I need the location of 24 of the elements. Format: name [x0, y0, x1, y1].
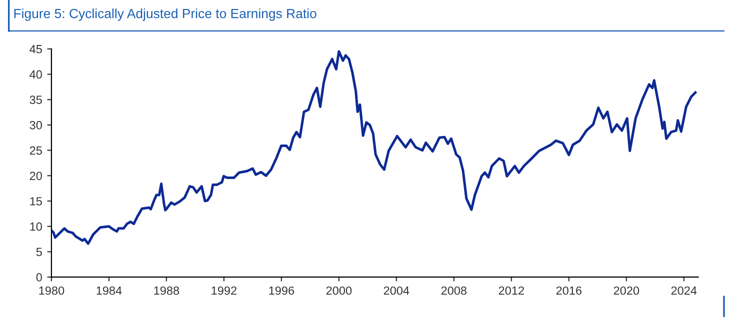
- y-tick-label: 35: [30, 96, 42, 104]
- x-tick-label: 2000: [326, 286, 352, 295]
- x-tick-label: 2024: [671, 286, 697, 295]
- x-tick-label: 1984: [96, 286, 122, 295]
- x-tick-label: 1980: [39, 286, 64, 295]
- y-tick-label: 5: [36, 248, 42, 256]
- y-tick-label: 30: [30, 121, 42, 130]
- chart-title: Figure 5: Cyclically Adjusted Price to Earnings Ratio: [14, 8, 316, 21]
- y-tick-label: 20: [30, 172, 42, 180]
- x-tick-label: 1996: [269, 286, 294, 295]
- y-tick-label: 40: [30, 70, 42, 79]
- y-tick-label: 0: [36, 273, 42, 282]
- x-tick-label: 2016: [556, 286, 582, 295]
- y-tick-label: 15: [30, 197, 42, 206]
- y-tick-label: 25: [30, 146, 42, 155]
- x-tick-label: 2008: [441, 286, 467, 295]
- line-series: [51, 50, 697, 245]
- x-tick-label: 2012: [498, 286, 524, 295]
- x-tick-label: 1988: [154, 286, 180, 295]
- x-tick-label: 2004: [384, 286, 410, 295]
- x-tick-label: 2020: [614, 286, 640, 295]
- x-tick-label: 1992: [212, 286, 236, 295]
- y-tick-label: 10: [30, 222, 42, 231]
- y-tick-label: 45: [30, 45, 42, 54]
